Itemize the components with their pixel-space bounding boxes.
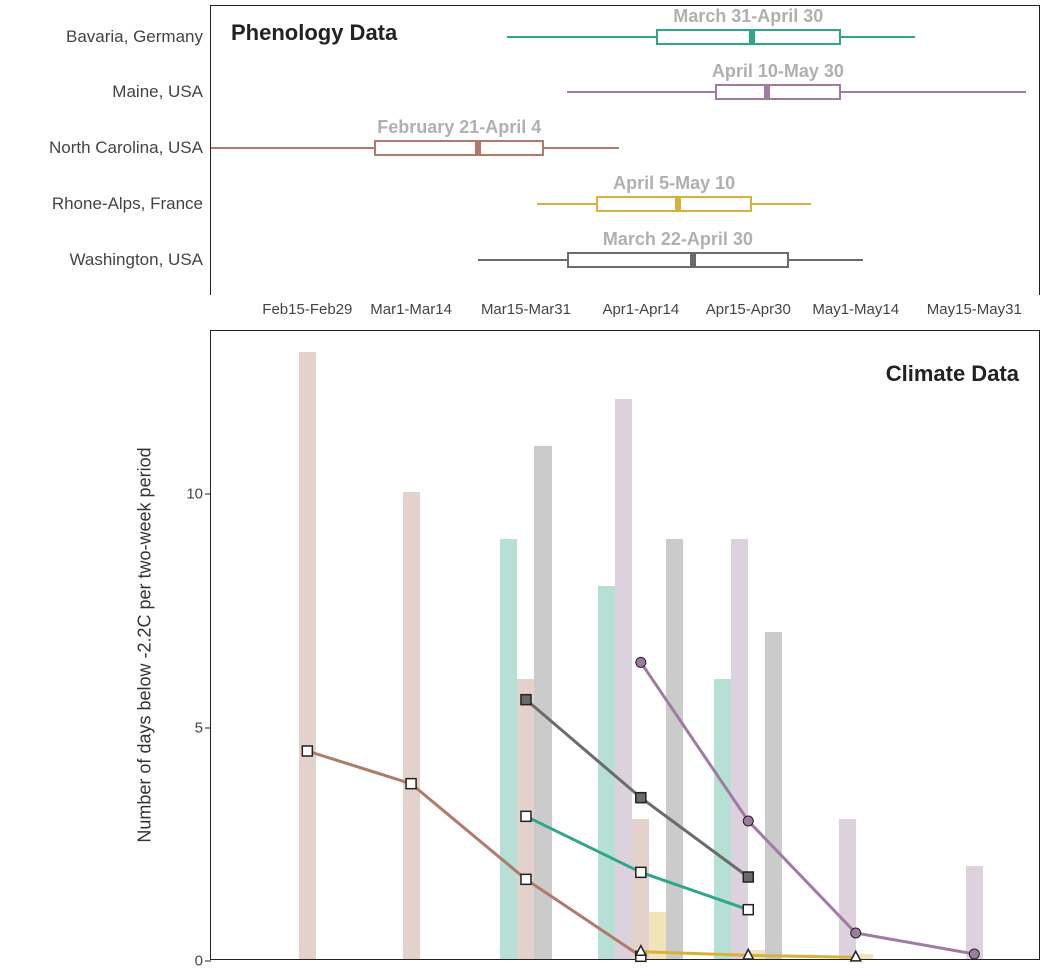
date-range-label: April 5-May 10 [613, 173, 735, 194]
y-axis-label: Number of days below -2.2C per two-week … [135, 447, 156, 842]
region-label: Maine, USA [112, 82, 203, 102]
date-range-label: March 22-April 30 [603, 229, 753, 250]
line-marker [636, 793, 646, 803]
line-marker [743, 905, 753, 915]
phenology-title: Phenology Data [231, 20, 397, 46]
x-tick-label: Mar15-Mar31 [481, 301, 571, 318]
climate-line [641, 662, 974, 954]
y-tick-mark [205, 961, 211, 962]
line-marker [969, 949, 979, 959]
climate-line [307, 751, 640, 956]
boxplot-box [567, 252, 789, 268]
region-label: Rhone-Alps, France [52, 194, 203, 214]
climate-line [526, 700, 748, 877]
line-marker [636, 867, 646, 877]
boxplot-median [690, 252, 696, 268]
boxplot-box [374, 140, 544, 156]
date-range-label: March 31-April 30 [673, 6, 823, 27]
x-tick-label: Mar1-Mar14 [370, 301, 452, 318]
x-tick-label: Apr1-Apr14 [602, 301, 679, 318]
y-tick-label: 5 [195, 719, 203, 736]
line-marker [743, 872, 753, 882]
figure: Phenology Data March 31-April 30 April 10… [0, 0, 1050, 969]
line-marker [743, 816, 753, 826]
boxplot-median [475, 140, 481, 156]
line-marker [636, 657, 646, 667]
line-marker [521, 874, 531, 884]
y-tick-mark [205, 494, 211, 495]
region-label: Washington, USA [69, 250, 203, 270]
phenology-panel: Phenology Data March 31-April 30 April 10… [210, 5, 1040, 295]
y-tick-label: 10 [186, 486, 203, 503]
climate-lines [211, 331, 1041, 961]
y-tick-label: 0 [195, 953, 203, 970]
x-tick-label: Feb15-Feb29 [262, 301, 352, 318]
x-tick-label: May1-May14 [812, 301, 899, 318]
line-marker [406, 779, 416, 789]
line-marker [521, 695, 531, 705]
climate-line [526, 816, 748, 909]
boxplot-median [764, 84, 770, 100]
date-range-label: April 10-May 30 [712, 61, 844, 82]
boxplot-box [715, 84, 841, 100]
region-label: Bavaria, Germany [66, 27, 203, 47]
y-tick-mark [205, 727, 211, 728]
x-tick-label: Apr15-Apr30 [706, 301, 791, 318]
boxplot-median [675, 196, 681, 212]
x-tick-label: May15-May31 [927, 301, 1022, 318]
line-marker [302, 746, 312, 756]
date-range-label: February 21-April 4 [377, 117, 541, 138]
line-marker [521, 811, 531, 821]
line-marker [851, 928, 861, 938]
boxplot-median [749, 29, 755, 45]
climate-panel: Climate Data 0510 [210, 330, 1040, 960]
region-label: North Carolina, USA [49, 138, 203, 158]
